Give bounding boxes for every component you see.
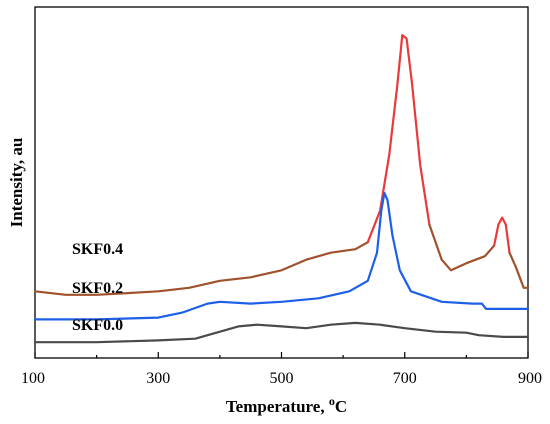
series-line-segment	[33, 241, 369, 296]
x-tick-label: 700	[393, 370, 417, 387]
series-label: SKF0.0	[72, 317, 123, 334]
series-line-segment	[493, 216, 511, 254]
series-line-segment	[508, 251, 530, 289]
series-layer	[33, 34, 530, 344]
series-line-segment	[33, 321, 530, 344]
tick-layer	[34, 352, 529, 358]
series-label: SKF0.2	[72, 280, 123, 297]
plot-border	[34, 6, 529, 359]
x-tick-label: 900	[518, 370, 542, 387]
series-line-segment	[428, 223, 496, 272]
series-line-segment	[33, 191, 530, 321]
x-axis-title: Temperature, oC	[226, 394, 347, 416]
x-tick-label: 100	[21, 370, 45, 387]
x-tick-label: 500	[270, 370, 294, 387]
series-line-segment	[366, 34, 431, 244]
label-layer: 100 300 500 700 900 SKF0.4 SKF0.2 SKF0.0 Tempera…	[7, 138, 542, 416]
series-skf0-0	[33, 321, 530, 344]
plot-frame	[34, 6, 529, 359]
series-label: SKF0.4	[72, 241, 123, 258]
y-axis-title: Intensity, au	[7, 138, 26, 228]
series-skf0-4	[33, 34, 530, 296]
series-skf0-2	[33, 191, 530, 321]
x-tick-label: 300	[146, 370, 170, 387]
